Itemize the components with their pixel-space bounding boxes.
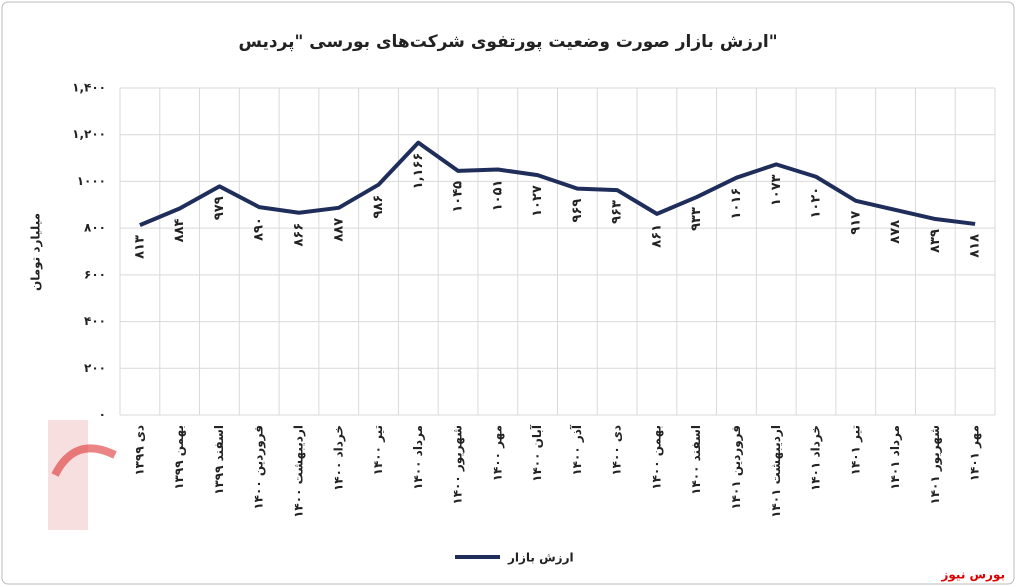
data-label: ۱۰۲۷ — [530, 185, 545, 217]
x-tick-label: مرداد ۱۴۰۰ — [411, 425, 425, 490]
x-tick-label: اردیبهشت ۱۴۰۰ — [291, 425, 305, 518]
y-tick-label: ۲۰۰ — [84, 361, 106, 375]
data-label: ۹۶۹ — [570, 199, 585, 223]
data-label: ۱۰۴۵ — [451, 181, 466, 213]
data-label: ۹۶۳ — [610, 200, 625, 224]
data-label: ۸۱۸ — [968, 234, 983, 258]
x-tick-label: شهریور ۱۴۰۱ — [928, 425, 943, 505]
data-label: ۱۰۵۱ — [490, 180, 505, 212]
x-tick-label: اسفند ۱۳۹۹ — [212, 425, 226, 495]
x-tick-label: تیر ۱۴۰۰ — [371, 425, 385, 475]
data-label: ۸۹۰ — [252, 217, 267, 241]
data-label: ۸۶۱ — [649, 224, 664, 248]
x-tick-label: مهر ۱۴۰۰ — [490, 425, 504, 481]
x-tick-label: بهمن ۱۳۹۹ — [172, 425, 186, 490]
data-label: ۱۰۲۰ — [809, 187, 824, 219]
x-tick-label: مهر ۱۴۰۱ — [968, 425, 982, 481]
data-label: ۸۳۹ — [928, 229, 943, 253]
x-tick-label: اردیبهشت ۱۴۰۱ — [769, 425, 783, 518]
x-tick-label: دی ۱۳۹۹ — [132, 425, 146, 476]
y-tick-label: ۶۰۰ — [84, 267, 106, 281]
x-tick-label: آذر ۱۴۰۰ — [569, 424, 584, 476]
x-tick-label: دی ۱۴۰۰ — [610, 425, 624, 476]
x-tick-label: خرداد ۱۴۰۰ — [331, 425, 345, 491]
data-label: ۱۰۷۳ — [769, 174, 784, 206]
data-label: ۹۸۶ — [371, 195, 386, 219]
x-tick-label: تیر ۱۴۰۱ — [848, 425, 862, 475]
x-tick-label: فروردین ۱۴۰۱ — [729, 425, 744, 510]
data-label: ۱,۱۶۶ — [411, 153, 426, 190]
x-tick-label: فروردین ۱۴۰۰ — [252, 425, 267, 510]
data-label: ۹۱۷ — [848, 211, 863, 235]
chart-title: ارزش بازار صورت وضعیت پورتفوی شرکت‌های ب… — [238, 32, 777, 52]
data-label: ۹۳۳ — [689, 207, 704, 231]
data-label: ۸۱۳ — [132, 235, 147, 259]
source: بورس نیوز — [940, 568, 1005, 583]
data-label: ۸۶۶ — [291, 223, 306, 247]
legend-label: ارزش بازار — [507, 551, 574, 565]
x-tick-label: بهمن ۱۴۰۰ — [649, 425, 663, 490]
x-tick-label: اسفند ۱۴۰۰ — [689, 425, 703, 495]
data-label: ۸۷۸ — [888, 220, 903, 244]
line — [139, 140, 976, 227]
data-label: ۹۷۹ — [212, 196, 227, 220]
x-tick-label: خرداد ۱۴۰۱ — [809, 425, 823, 491]
x-tick-label: شهریور ۱۴۰۰ — [451, 425, 466, 505]
data-label: ۸۸۷ — [331, 218, 346, 242]
logo — [48, 420, 117, 530]
y-tick-label: ۱۰۰۰ — [77, 174, 106, 188]
y-tick-label: ۰ — [99, 408, 106, 422]
y-tick-label: ۴۰۰ — [84, 314, 106, 328]
x-tick-label: آبان ۱۴۰۰ — [529, 424, 544, 482]
data-label: ۱۰۱۶ — [729, 188, 744, 220]
y-tick-label: ۸۰۰ — [84, 221, 106, 235]
y-axis-label: میلیارد تومان — [29, 213, 44, 291]
data-label: ۸۸۴ — [172, 218, 187, 242]
y-tick-label: ۱,۴۰۰ — [72, 81, 106, 95]
y-tick-label: ۱,۲۰۰ — [72, 127, 106, 141]
x-tick-label: مرداد ۱۴۰۱ — [888, 425, 902, 490]
